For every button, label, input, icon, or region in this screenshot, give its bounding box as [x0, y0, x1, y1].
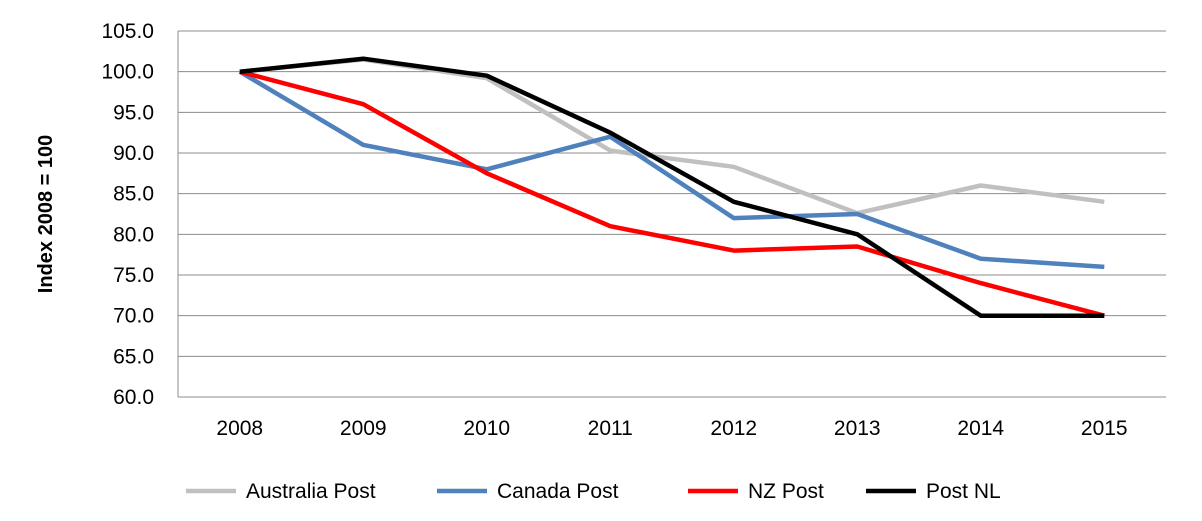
- y-axis-tick-labels: 60.0 65.0 70.0 75.0 80.0 85.0 90.0 95.0 100.0 105…: [101, 20, 154, 409]
- y-tick-label: 65.0: [113, 345, 154, 368]
- x-tick-label: 2008: [216, 417, 263, 440]
- y-tick-label: 70.0: [113, 305, 154, 328]
- x-axis-tick-labels: 2008 2009 2010 2011 2012 2013 2014 2015: [216, 417, 1127, 440]
- series-line-post-nl: [239, 56, 1105, 318]
- x-tick-label: 2009: [340, 417, 387, 440]
- y-tick-label: 90.0: [113, 142, 154, 165]
- x-tick-label: 2012: [710, 417, 757, 440]
- y-tick-label: 60.0: [113, 386, 154, 409]
- series-lines: [238, 56, 1105, 318]
- y-tick-label: 105.0: [101, 20, 154, 43]
- series-line-australia-post: [239, 57, 1105, 216]
- y-tick-label: 80.0: [113, 223, 154, 246]
- y-tick-label: 100.0: [101, 61, 154, 84]
- legend: Australia Post Canada Post NZ Post Post NL: [186, 480, 1001, 503]
- x-tick-label: 2011: [588, 417, 633, 440]
- series-line-canada-post: [238, 69, 1105, 270]
- legend-label: NZ Post: [748, 480, 824, 503]
- series-line-nz-post: [239, 69, 1105, 318]
- y-tick-label: 85.0: [113, 183, 154, 206]
- grid-lines: [177, 30, 1166, 398]
- x-tick-label: 2014: [957, 417, 1004, 440]
- legend-label: Canada Post: [497, 480, 619, 503]
- x-tick-label: 2010: [463, 417, 510, 440]
- x-tick-label: 2013: [834, 417, 881, 440]
- y-axis-label: Index 2008 = 100: [35, 135, 57, 293]
- y-tick-label: 75.0: [113, 264, 154, 287]
- x-tick-label: 2015: [1081, 417, 1128, 440]
- legend-label: Post NL: [926, 480, 1001, 503]
- legend-label: Australia Post: [246, 480, 376, 503]
- y-tick-label: 95.0: [113, 101, 154, 124]
